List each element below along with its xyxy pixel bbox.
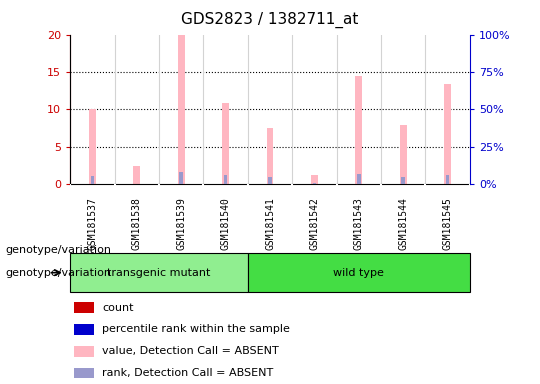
Bar — [268, 177, 272, 184]
Bar — [355, 76, 362, 184]
Text: GSM181543: GSM181543 — [354, 197, 364, 250]
Text: rank, Detection Call = ABSENT: rank, Detection Call = ABSENT — [102, 368, 273, 378]
Text: GSM181542: GSM181542 — [309, 197, 319, 250]
Text: GSM181538: GSM181538 — [132, 197, 142, 250]
Bar — [74, 346, 94, 356]
Text: GSM181544: GSM181544 — [398, 197, 408, 250]
Text: GSM181545: GSM181545 — [443, 197, 453, 250]
Text: GSM181539: GSM181539 — [176, 197, 186, 250]
Bar — [70, 253, 248, 292]
Text: GSM181540: GSM181540 — [221, 197, 231, 250]
Bar — [313, 183, 316, 184]
Bar — [179, 172, 183, 184]
Bar — [446, 175, 449, 184]
Bar — [400, 125, 407, 184]
Bar — [74, 303, 94, 313]
Text: genotype/variation: genotype/variation — [5, 245, 111, 255]
Bar — [133, 166, 140, 184]
Bar — [89, 109, 96, 184]
Bar — [248, 253, 470, 292]
Bar — [267, 128, 273, 184]
Bar — [178, 35, 185, 184]
Bar — [222, 103, 229, 184]
Text: wild type: wild type — [333, 268, 384, 278]
Text: GSM181537: GSM181537 — [87, 197, 97, 250]
Bar — [401, 177, 405, 184]
Text: GDS2823 / 1382711_at: GDS2823 / 1382711_at — [181, 12, 359, 28]
Text: value, Detection Call = ABSENT: value, Detection Call = ABSENT — [102, 346, 279, 356]
Bar — [444, 84, 451, 184]
Bar — [224, 175, 227, 184]
Bar — [91, 176, 94, 184]
Bar — [357, 174, 361, 184]
Text: transgenic mutant: transgenic mutant — [107, 268, 211, 278]
Bar — [74, 368, 94, 379]
Text: GSM181541: GSM181541 — [265, 197, 275, 250]
Bar — [74, 324, 94, 334]
Text: genotype/variation: genotype/variation — [5, 268, 111, 278]
Text: percentile rank within the sample: percentile rank within the sample — [102, 324, 290, 334]
Bar — [311, 175, 318, 184]
Text: count: count — [102, 303, 134, 313]
